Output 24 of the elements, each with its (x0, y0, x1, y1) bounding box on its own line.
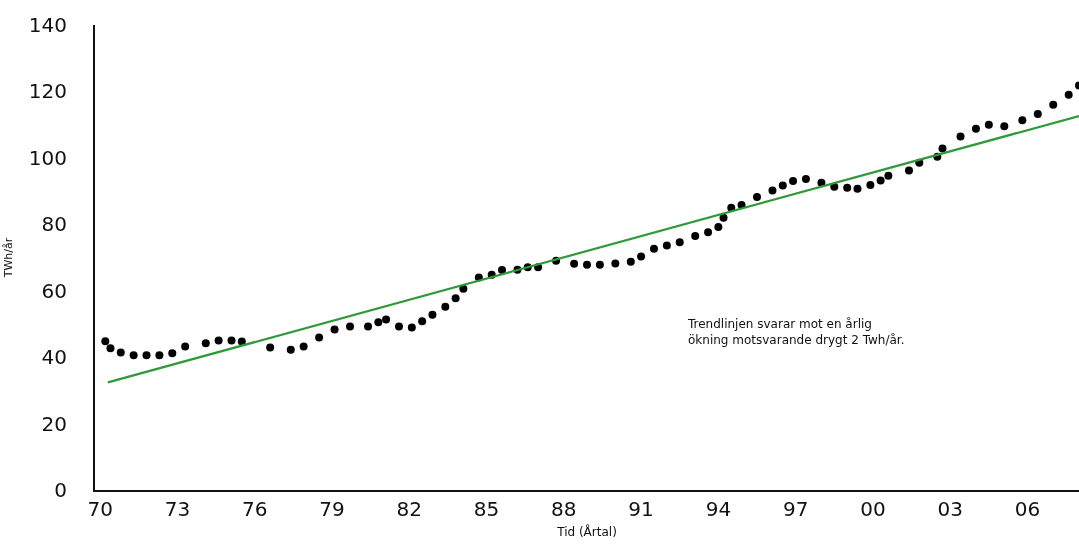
annotation: Trendlinjen svarar mot en årlig ökning motsvarande drygt 2 Twh/år. (687, 317, 905, 347)
x-tick-label: 00 (860, 497, 886, 521)
y-tick-label: 40 (41, 345, 67, 370)
x-tick-label: 79 (319, 497, 345, 521)
x-tick-label: 70 (87, 497, 113, 521)
x-tick-label: 97 (782, 497, 809, 521)
y-axis-title: TWh/år (1, 237, 15, 279)
x-tick-label: 73 (164, 497, 191, 521)
x-tick-label: 88 (551, 497, 577, 521)
x-tick-label: 91 (628, 497, 654, 521)
x-tick-label: 82 (396, 497, 422, 521)
x-tick-label: 03 (937, 497, 963, 521)
x-tick-label: 76 (241, 497, 268, 521)
x-tick-label: 94 (705, 497, 732, 521)
y-tick-label: 100 (28, 145, 67, 170)
x-tick-label: 85 (473, 497, 500, 521)
y-tick-label: 120 (28, 79, 67, 104)
y-tick-label: 80 (41, 212, 67, 237)
y-tick-label: 60 (41, 278, 67, 303)
y-tick-label: 20 (41, 411, 67, 436)
x-tick-label: 06 (1014, 497, 1041, 521)
y-tick-label: 140 (28, 13, 67, 37)
y-tick-label: 0 (54, 478, 67, 502)
x-axis-title: Tid (Årtal) (556, 524, 617, 540)
